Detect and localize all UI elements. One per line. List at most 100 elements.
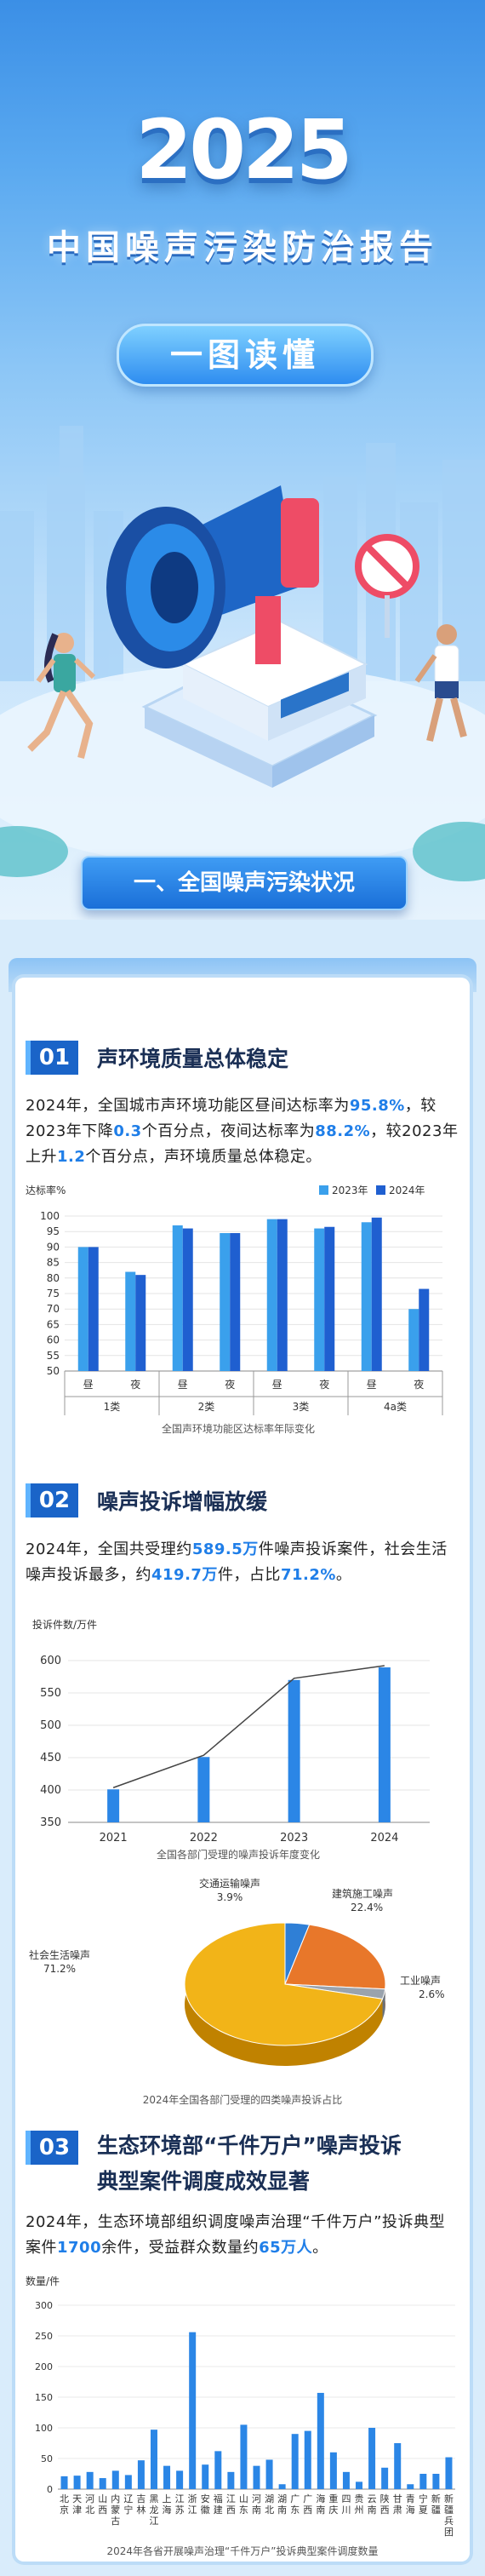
highlight-value: 0.3 — [113, 1122, 142, 1140]
bar — [368, 2428, 376, 2489]
bar — [253, 2465, 260, 2489]
report-title: 中国噪声污染防治报告 — [47, 228, 438, 267]
text-part: 。 — [312, 2239, 328, 2257]
bar — [432, 2474, 440, 2489]
text-part: 。 — [335, 1566, 352, 1584]
bar — [220, 1233, 231, 1371]
bar — [137, 2460, 145, 2489]
x-tick-label: 江 — [226, 2493, 236, 2504]
highlight-value: 88.2% — [315, 1122, 371, 1140]
bar — [304, 2430, 311, 2489]
x-tick-label: 夏 — [419, 2504, 428, 2516]
y-tick-label: 80 — [47, 1272, 60, 1284]
x-tick-label: 海 — [163, 2504, 172, 2516]
bar — [230, 1233, 241, 1371]
x-tick-label: 安 — [201, 2493, 210, 2504]
bar — [73, 2476, 81, 2489]
y-tick-label: 600 — [40, 1655, 61, 1667]
y-tick-label: 95 — [47, 1225, 60, 1237]
y-tick-label: 100 — [40, 1210, 60, 1222]
bar — [329, 2452, 337, 2489]
y-tick-label: 400 — [40, 1784, 61, 1797]
slice-value-label: 3.9% — [217, 1891, 243, 1903]
x-tick-label: 庆 — [328, 2504, 338, 2516]
section-number: 03 — [26, 2131, 78, 2165]
text-part: 2024年，全国共受理约 — [26, 1540, 192, 1558]
x-tick-label: 湖 — [265, 2493, 274, 2504]
legend-label: 2024年 — [389, 1185, 425, 1196]
section-title-block: 生态环境部“千件万户”噪声投诉 典型案件调度成效显著 — [97, 2129, 402, 2195]
text-part: 件，占比 — [217, 1566, 281, 1584]
x-tick-label: 宁 — [123, 2504, 133, 2516]
bar — [163, 2465, 171, 2489]
hero-banner: 2025 中国噪声污染防治报告 一图读懂 一、全国噪声污染状况 — [0, 0, 485, 920]
section-01-text: 2024年，全国城市声环境功能区昼间达标率为95.8%，较2023年下降0.3个… — [26, 1093, 459, 1170]
x-tick-label: 蒙 — [111, 2504, 120, 2516]
bar — [227, 2471, 235, 2489]
section-heading: 一、全国噪声污染状况 — [81, 856, 408, 910]
x-tick-label: 北 — [265, 2504, 274, 2516]
x-tick-label: 湖 — [277, 2493, 287, 2504]
text-part: ，较2023年下降 — [26, 1097, 436, 1140]
hero-illustration — [0, 426, 485, 881]
slice-label: 工业噪声 — [400, 1975, 441, 1987]
trend-line — [112, 1665, 385, 1788]
slice-value-label: 22.4% — [351, 1902, 383, 1913]
bar — [197, 1757, 210, 1822]
y-axis-label: 投诉件数/万件 — [32, 1618, 97, 1631]
y-tick-label: 0 — [47, 2484, 53, 2495]
highlight-value: 1.2 — [57, 1148, 86, 1166]
section-title-line1: 生态环境部“千件万户”噪声投诉 — [97, 2133, 402, 2158]
x-tick-label: 北 — [60, 2493, 69, 2504]
slice-value-label: 2.6% — [419, 1988, 445, 2000]
bar — [342, 2471, 350, 2489]
slice-label: 社会生活噪声 — [29, 1948, 90, 1961]
x-tick-label: 昼 — [83, 1379, 94, 1391]
bar — [266, 1219, 277, 1371]
x-tick-label: 山 — [98, 2493, 107, 2504]
chart-caption: 2024年全国各部门受理的四类噪声投诉占比 — [143, 2093, 343, 2106]
pie-slice — [184, 1922, 384, 2046]
x-tick-label: 东 — [290, 2504, 300, 2516]
section-number: 01 — [26, 1041, 78, 1075]
x-tick-label: 南 — [277, 2504, 287, 2516]
bar — [99, 2478, 106, 2489]
legend-label: 2023年 — [332, 1185, 368, 1196]
province-cases-bar-chart: 数量/件050100150200250300北京天津河北山西内蒙古辽宁吉林黑龙江… — [26, 2275, 455, 2557]
x-tick-label: 宁 — [419, 2493, 428, 2504]
y-tick-label: 350 — [40, 1816, 61, 1829]
x-tick-label: 海 — [316, 2493, 325, 2504]
bar — [291, 2434, 299, 2489]
highlight-value: 1700 — [57, 2239, 102, 2257]
bar — [408, 1309, 419, 1371]
x-tick-label: 川 — [341, 2504, 351, 2516]
x-tick-label: 京 — [60, 2504, 69, 2516]
x-tick-label: 古 — [111, 2516, 120, 2527]
x-tick-label: 州 — [355, 2504, 364, 2516]
x-tick-label: 昼 — [367, 1379, 377, 1391]
x-tick-label: 昼 — [178, 1379, 188, 1391]
text-part: ，较2023年上升 — [26, 1122, 459, 1166]
x-tick-label: 新 — [444, 2493, 454, 2504]
bar — [419, 2474, 427, 2489]
x-tick-label: 兵 — [444, 2516, 454, 2527]
x-tick-label: 重 — [328, 2493, 338, 2504]
section-title: 噪声投诉增幅放缓 — [97, 1489, 268, 1514]
x-tick-label: 徽 — [201, 2504, 210, 2516]
section-title-line2: 典型案件调度成效显著 — [97, 2169, 311, 2194]
x-tick-label: 2021 — [100, 1832, 128, 1845]
x-tick-label: 天 — [72, 2493, 82, 2504]
x-tick-label: 云 — [368, 2493, 377, 2504]
x-tick-label: 2022 — [190, 1832, 218, 1845]
group-label: 1类 — [104, 1401, 121, 1413]
y-tick-label: 450 — [40, 1752, 61, 1764]
bar — [189, 2332, 197, 2489]
y-tick-label: 100 — [35, 2423, 53, 2434]
x-tick-label: 海 — [406, 2504, 415, 2516]
x-tick-label: 广 — [290, 2493, 300, 2504]
content-card — [15, 978, 470, 2562]
y-tick-label: 65 — [47, 1318, 60, 1330]
text-part: 余件，受益群众数量约 — [101, 2239, 260, 2257]
x-tick-label: 浙 — [188, 2493, 197, 2504]
x-tick-label: 疆 — [444, 2504, 454, 2516]
